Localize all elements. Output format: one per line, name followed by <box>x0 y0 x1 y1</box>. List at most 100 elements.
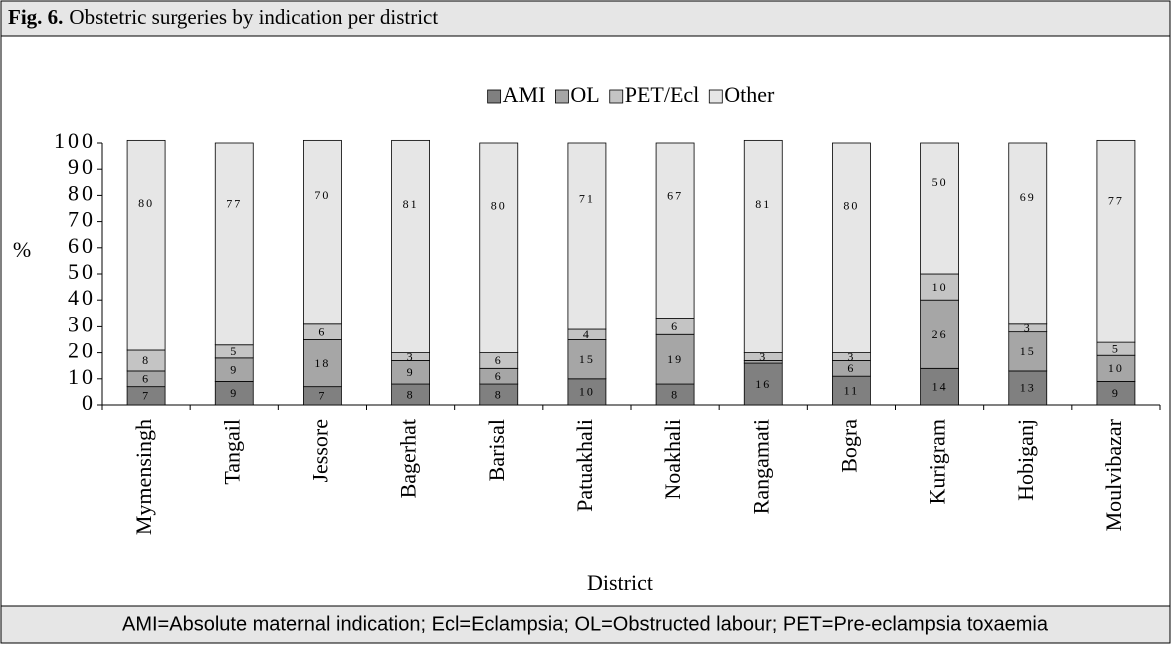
data-label: 71 <box>579 192 595 206</box>
bar-segment <box>1008 331 1048 372</box>
data-label: 19 <box>667 352 683 366</box>
x-tick-label: Kurigram <box>925 419 950 505</box>
bar-segment <box>920 142 959 275</box>
y-axis-label: % <box>13 237 31 262</box>
data-label: 9 <box>230 362 238 376</box>
data-label: 7 <box>142 389 150 403</box>
bar-segment <box>920 367 959 406</box>
data-label: 8 <box>142 353 150 367</box>
legend-label: AMI <box>503 82 546 107</box>
data-label: 15 <box>1020 344 1036 358</box>
data-label: 3 <box>407 349 415 363</box>
bar-segment <box>567 339 607 380</box>
y-tick-label: 60 <box>68 233 96 258</box>
data-label: 5 <box>230 344 238 358</box>
bar-segment <box>920 299 959 369</box>
bar-segment <box>567 142 607 330</box>
legend: AMI OL PET/Ecl Other <box>487 82 775 107</box>
data-label: 3 <box>759 349 767 363</box>
x-tick-label: Rangamati <box>748 419 773 514</box>
data-label: 16 <box>755 377 771 391</box>
footnote: AMI=Absolute maternal indication; Ecl=Ec… <box>122 613 1049 635</box>
x-tick-label: Mymensingh <box>131 419 156 535</box>
bar-segment <box>1008 142 1048 325</box>
data-label: 77 <box>226 196 242 210</box>
y-tick-label: 20 <box>68 338 96 363</box>
data-label: 8 <box>671 387 679 401</box>
data-label: 15 <box>579 352 595 366</box>
x-tick-label: Jessore <box>307 419 332 483</box>
data-label: 6 <box>142 372 150 386</box>
x-tick-label: Bagerhat <box>396 419 421 498</box>
x-tick-label: Moulvibazar <box>1101 418 1126 531</box>
data-label: 81 <box>403 197 419 211</box>
data-label: 67 <box>667 188 683 202</box>
bar-segment <box>391 139 430 354</box>
data-label: 9 <box>1112 386 1120 400</box>
data-label: 11 <box>844 383 860 397</box>
data-label: 13 <box>1020 381 1036 395</box>
data-label: 3 <box>1024 320 1032 334</box>
bar-segment <box>126 139 166 351</box>
x-tick-label: Bogra <box>836 419 861 473</box>
bar-segment <box>1096 354 1136 382</box>
legend-label: Other <box>724 82 775 107</box>
x-tick-label: Barisal <box>484 419 509 481</box>
bar-segment <box>303 339 342 388</box>
bar-segment <box>479 142 519 354</box>
data-label: 9 <box>230 386 238 400</box>
bar-segment <box>920 273 959 301</box>
data-label: 70 <box>314 188 330 202</box>
bar-segment <box>655 142 695 319</box>
data-label: 14 <box>932 379 948 393</box>
data-label: 8 <box>407 387 415 401</box>
y-tick-label: 50 <box>68 259 96 284</box>
data-label: 9 <box>407 365 415 379</box>
bar-segment <box>743 139 783 354</box>
legend-label: PET/Ecl <box>625 82 700 107</box>
bar-segment <box>655 333 695 385</box>
y-tick-label: 10 <box>68 364 96 389</box>
legend-swatch <box>708 89 723 104</box>
header-bar <box>0 0 1171 37</box>
bar-segment <box>832 375 871 406</box>
bar-segment <box>303 139 342 325</box>
x-tick-label: Hobiganj <box>1013 419 1038 501</box>
bar-segment <box>832 142 871 354</box>
data-label: 50 <box>932 175 948 189</box>
bar-segment <box>567 378 607 406</box>
figure-label: Fig. 6. <box>8 5 63 29</box>
x-tick-label: Patuakhali <box>572 419 597 512</box>
data-label: 6 <box>495 369 503 383</box>
y-tick-label: 40 <box>68 285 96 310</box>
x-axis-label: District <box>587 570 653 595</box>
data-label: 80 <box>491 199 507 213</box>
data-label: 18 <box>314 356 330 370</box>
bar-segment <box>1008 370 1048 406</box>
data-label: 77 <box>1108 194 1124 208</box>
x-tick-label: Tangail <box>219 419 244 485</box>
data-label: 69 <box>1020 190 1036 204</box>
data-label: 6 <box>495 353 503 367</box>
bar-segment <box>1096 139 1136 343</box>
y-tick-label: 0 <box>82 390 96 415</box>
data-label: 81 <box>755 197 771 211</box>
x-tick-label: Noakhali <box>660 419 685 500</box>
y-tick-label: 100 <box>54 128 96 153</box>
data-label: 8 <box>495 387 503 401</box>
y-tick-label: 70 <box>68 207 96 232</box>
y-tick-label: 90 <box>68 154 96 179</box>
header: Fig. 6. Obstetric surgeries by indication… <box>8 5 438 29</box>
data-label: 6 <box>847 361 855 375</box>
data-label: 6 <box>318 324 326 338</box>
data-label: 80 <box>843 199 859 213</box>
legend-swatch <box>555 89 569 104</box>
data-label: 80 <box>138 196 154 210</box>
data-label: 26 <box>932 327 948 341</box>
chart-title: Obstetric surgeries by indication per di… <box>69 5 438 29</box>
data-label: 4 <box>583 327 591 341</box>
data-label: 3 <box>847 349 855 363</box>
bar-segment <box>743 362 783 406</box>
legend-label: OL <box>570 82 599 107</box>
